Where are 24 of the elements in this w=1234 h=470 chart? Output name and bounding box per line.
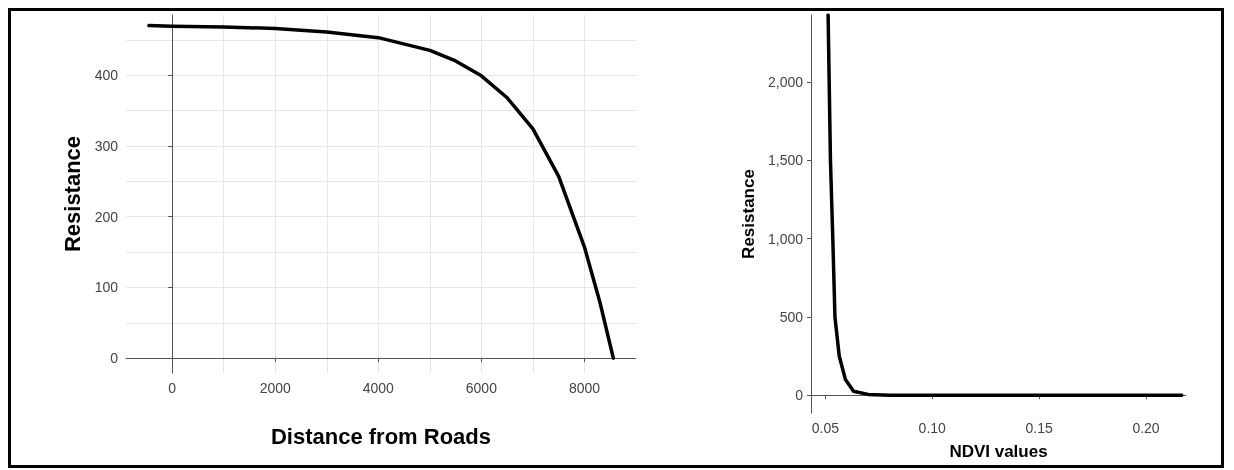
y-tick-label: 1,500 [767,152,804,169]
line-series [826,13,1184,397]
y-tick-label: 400 [94,67,119,84]
x-tick-label: 8000 [568,380,601,396]
y-tick-label: 0 [110,350,119,367]
y-tick-label: 200 [94,208,119,225]
y-axis-title: Resistance [739,169,759,259]
x-tick-label: 4000 [362,380,395,396]
y-tick-label: 300 [94,137,119,154]
x-tick-label: 0 [168,380,177,396]
x-axis-title: NDVI values [949,442,1048,461]
y-tick-label: 100 [94,279,119,296]
x-tick-label: 0.10 [918,420,947,436]
x-tick-label: 0.20 [1132,420,1160,436]
y-tick-label: 2,000 [767,74,804,91]
y-tick-label: 1,000 [767,230,804,247]
y-tick-label: 500 [779,308,804,325]
x-tick-label: 2000 [259,380,291,396]
x-axis-title: Distance from Roads [270,423,492,449]
x-tick-label: 6000 [465,380,498,396]
y-axis-title: Resistance [60,135,86,253]
x-tick-label: 0.15 [1025,420,1053,436]
x-tick-label: 0.05 [811,420,840,436]
line-series [147,23,616,360]
